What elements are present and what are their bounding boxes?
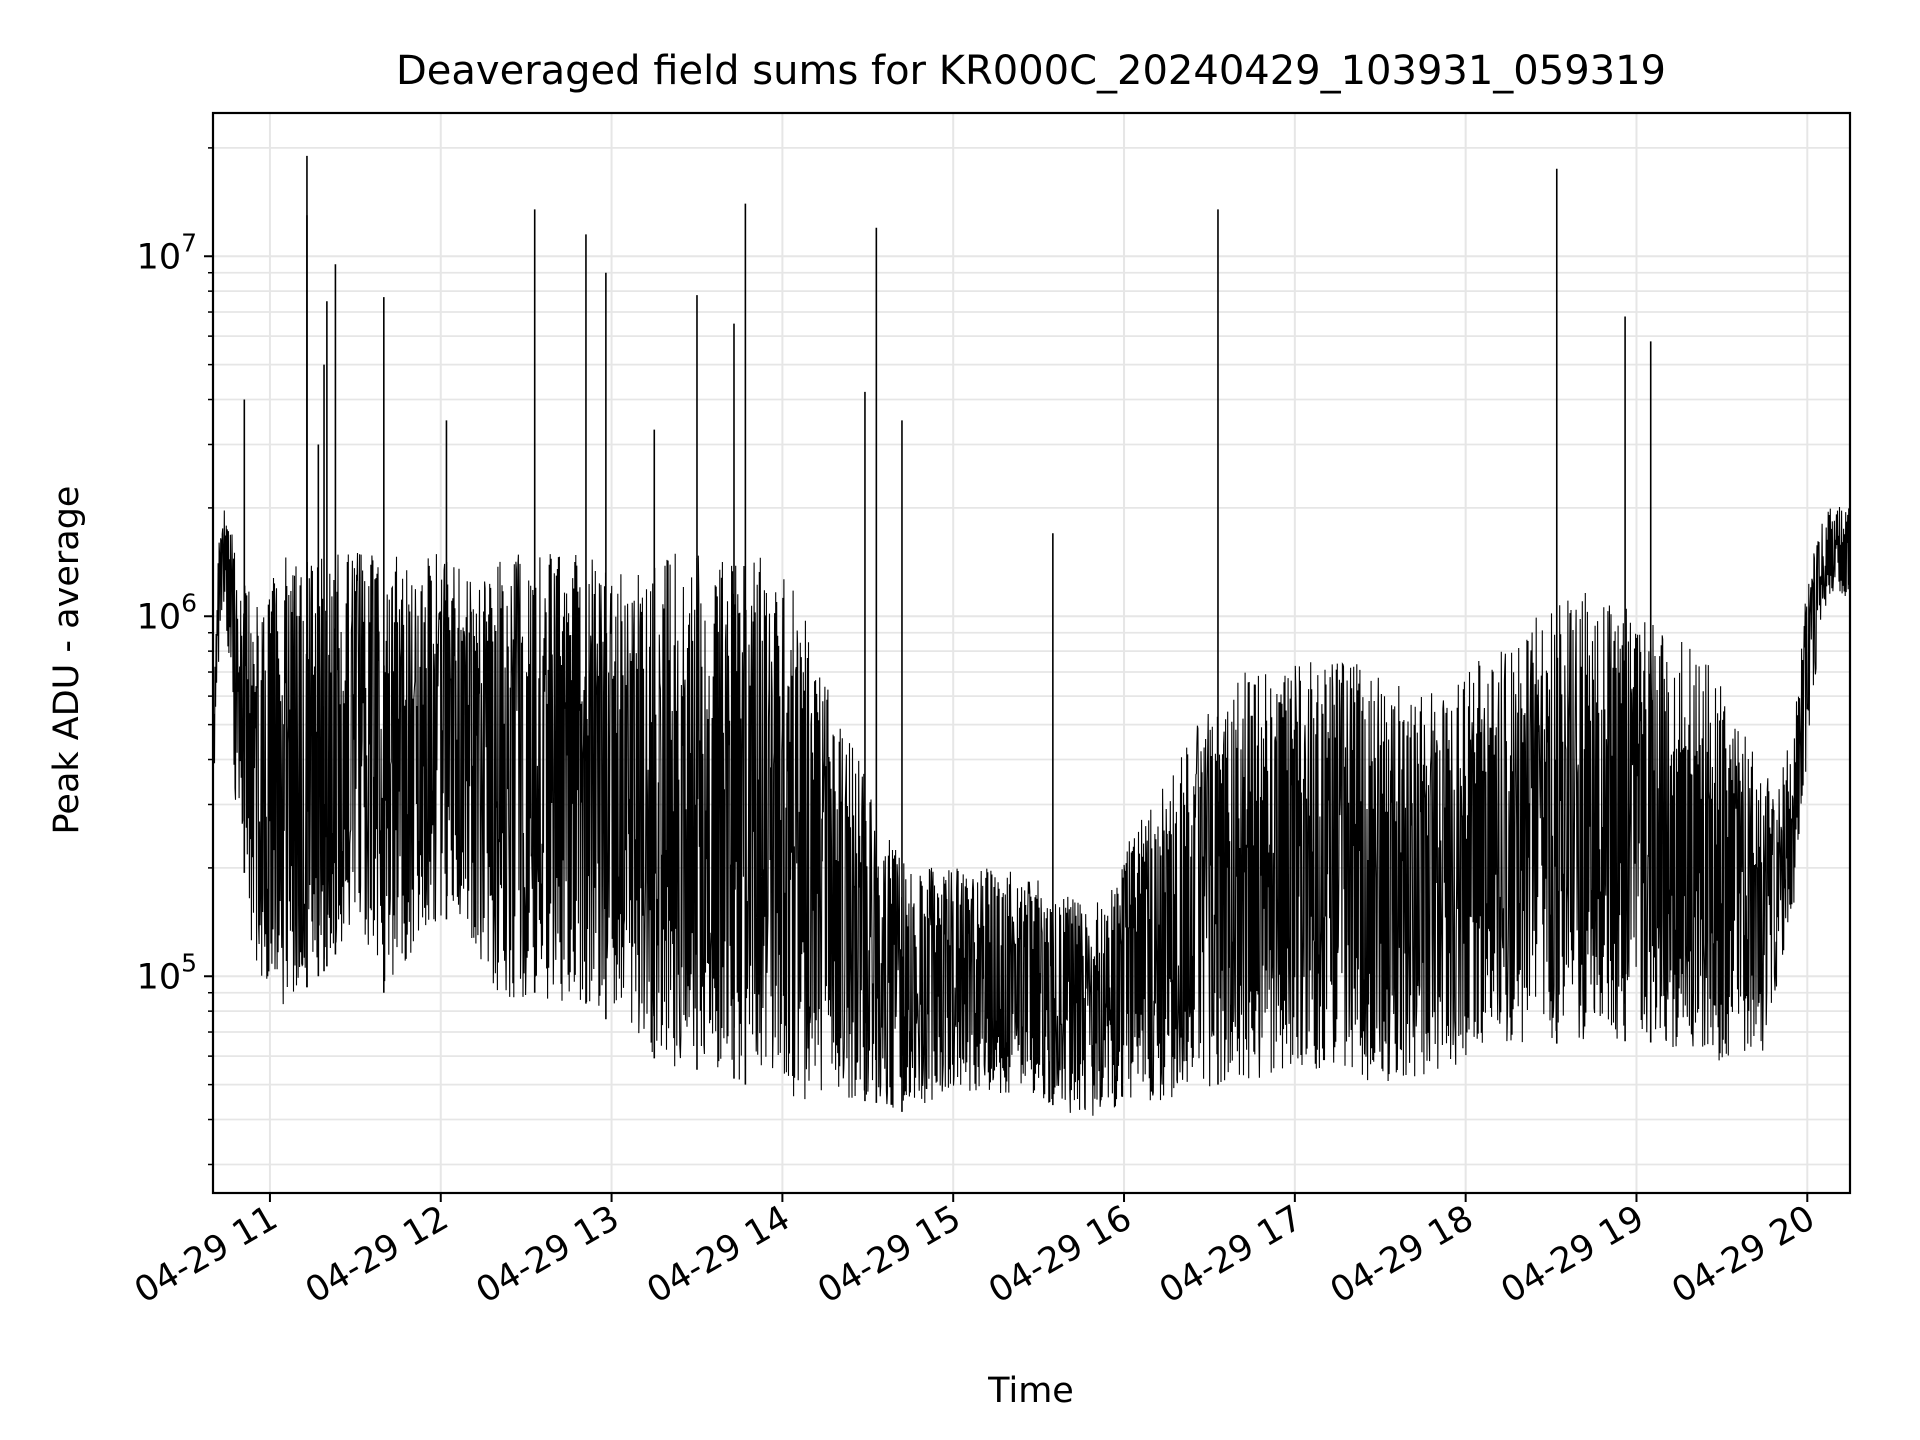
y-axis-label: Peak ADU - average xyxy=(47,486,87,835)
y-tick-label: 106 xyxy=(137,588,197,637)
tick-marks xyxy=(204,147,1809,1202)
y-tick-label-base: 10 xyxy=(137,237,182,277)
series-trace xyxy=(213,506,1850,1116)
y-tick-label: 107 xyxy=(137,228,197,277)
y-tick-label-base: 10 xyxy=(137,957,182,997)
chart-title: Deaveraged field sums for KR000C_2024042… xyxy=(396,48,1666,94)
y-tick-label: 105 xyxy=(137,948,197,997)
y-tick-label-exponent: 7 xyxy=(181,228,197,257)
y-tick-label-base: 10 xyxy=(137,597,182,637)
plot-frame xyxy=(211,111,1852,1195)
y-tick-label-exponent: 5 xyxy=(181,948,197,977)
data-layer xyxy=(213,155,1850,1116)
y-tick-label-exponent: 6 xyxy=(181,588,197,617)
x-axis-label: Time xyxy=(987,1371,1074,1411)
